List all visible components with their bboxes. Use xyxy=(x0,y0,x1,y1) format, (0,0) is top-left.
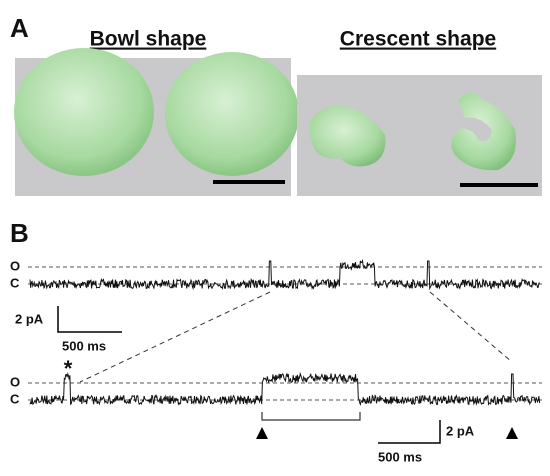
scale-bar xyxy=(378,420,441,444)
crescent-shape xyxy=(309,105,386,167)
scale-label: 2 pA xyxy=(446,423,475,438)
event-marker: * xyxy=(64,356,73,381)
scale-bar xyxy=(57,306,122,333)
panel-label: A xyxy=(10,13,29,43)
scale-bar xyxy=(213,180,285,184)
scale-label: 2 pA xyxy=(15,311,44,326)
bowl-shape xyxy=(14,48,154,176)
state-label: O xyxy=(10,258,20,273)
current-trace xyxy=(29,371,541,407)
state-label: C xyxy=(10,275,20,290)
scale-label: 500 ms xyxy=(62,338,106,353)
zoom-line xyxy=(79,291,271,383)
panel-title: Bowl shape xyxy=(90,28,207,51)
zoom-line xyxy=(429,291,513,363)
scale-bar xyxy=(460,183,538,187)
scale-label: 500 ms xyxy=(378,449,422,464)
bowl-shape xyxy=(165,52,299,176)
state-label: O xyxy=(10,374,20,389)
current-trace xyxy=(29,258,540,291)
panel-label: B xyxy=(10,218,29,248)
arrowhead xyxy=(256,427,268,439)
crescent-shape xyxy=(451,92,516,171)
arrowhead xyxy=(506,427,518,439)
panel-title: Crescent shape xyxy=(340,28,496,51)
duration-bracket xyxy=(261,412,361,421)
state-label: C xyxy=(10,391,20,406)
